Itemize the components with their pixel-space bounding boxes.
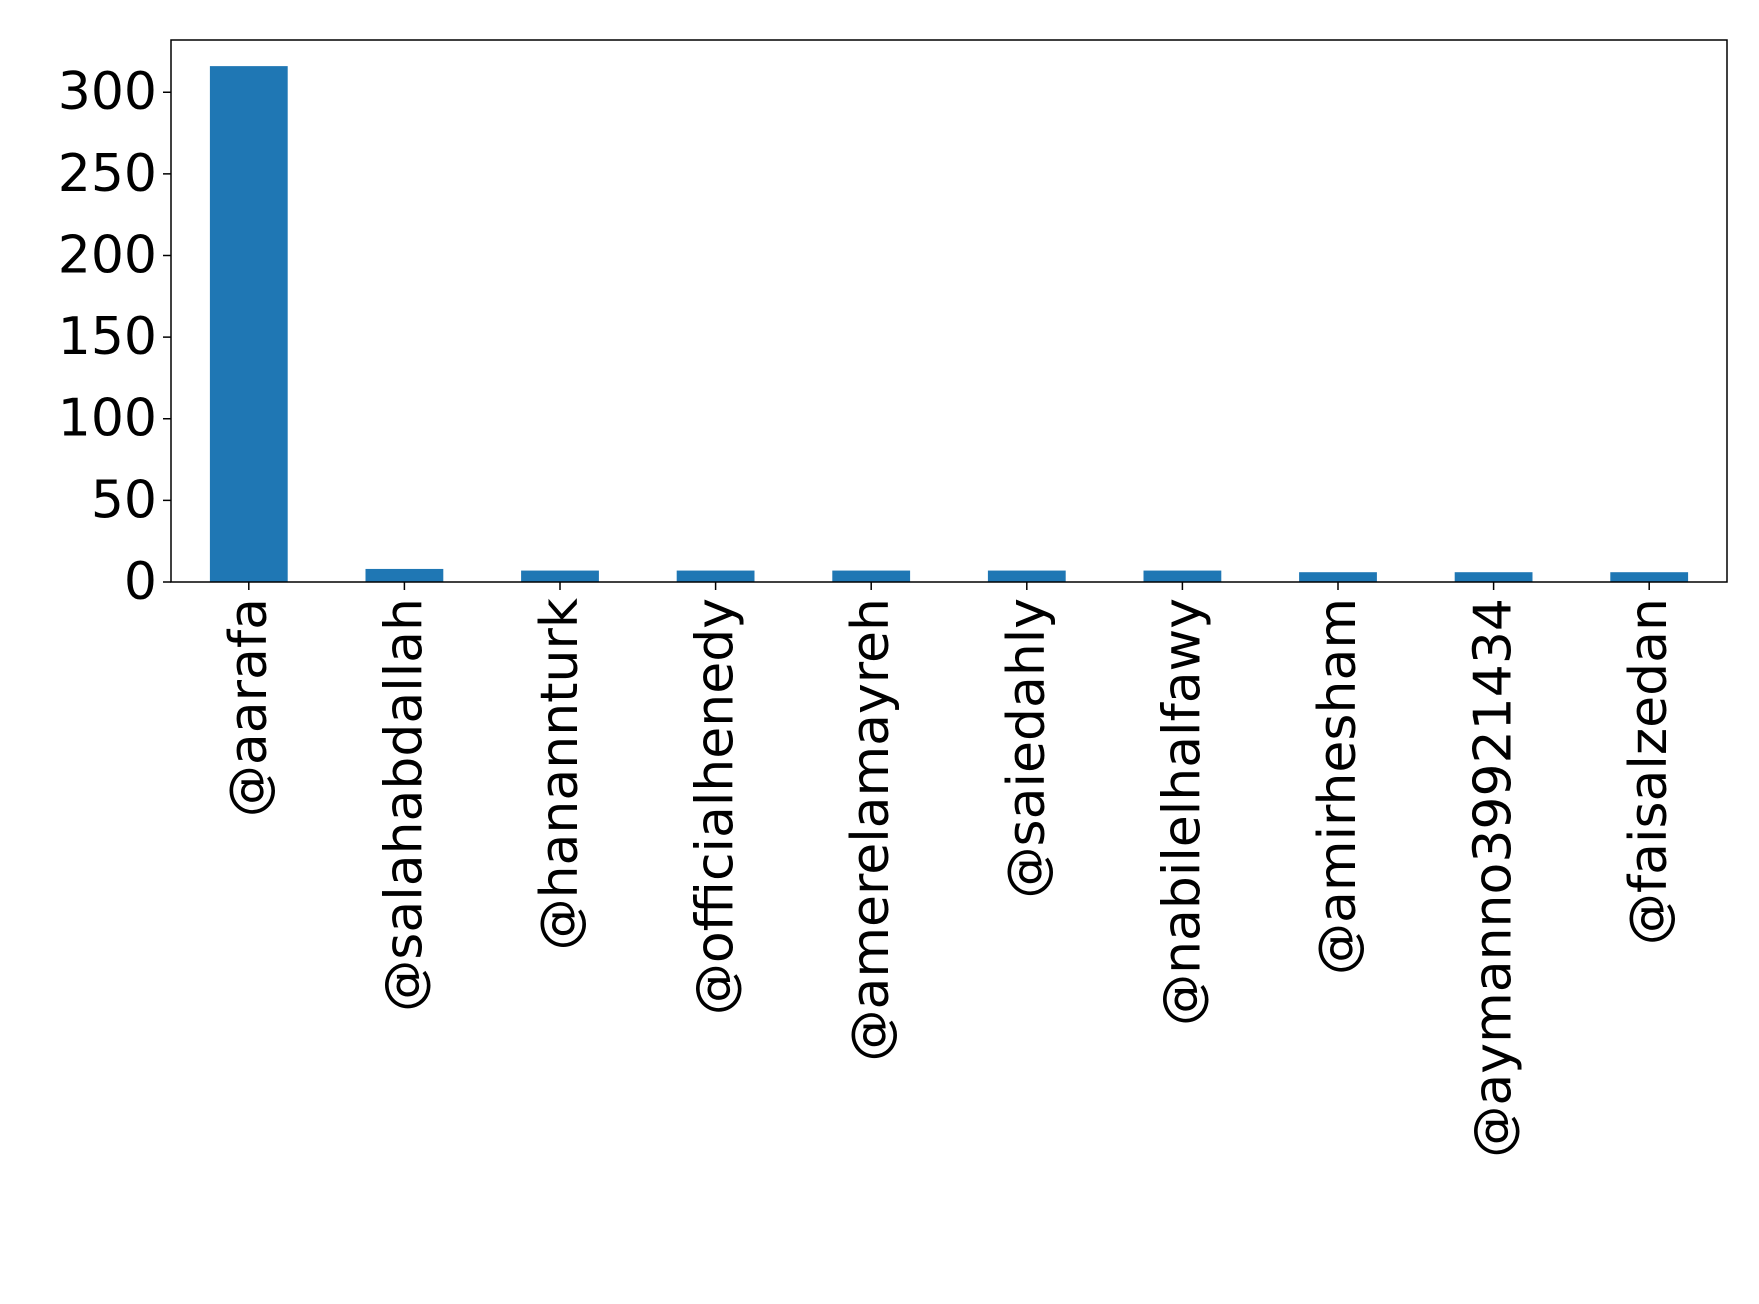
bar-aymanno39921434: [1454, 572, 1533, 582]
x-tick-label: @amirhesham: [1308, 598, 1368, 975]
x-tick-label: @aymanno39921434: [1464, 598, 1524, 1158]
bar-saiedahly: [987, 570, 1066, 582]
y-tick-label: 50: [91, 470, 157, 530]
x-tick-label: @officialhenedy: [686, 598, 746, 1015]
x-tick-label: @faisalzedan: [1619, 598, 1679, 945]
x-tick-label: @saiedahly: [997, 598, 1057, 898]
y-tick-label: 0: [124, 552, 157, 612]
y-tick-label: 250: [58, 144, 157, 204]
bar-amirhesham: [1299, 572, 1377, 582]
x-tick-label: @amerelamayreh: [841, 598, 901, 1062]
y-tick-label: 100: [58, 389, 157, 449]
y-tick-label: 200: [58, 225, 157, 285]
y-axis: 0 50 100 150 200 250 300: [58, 62, 171, 612]
bar-hanannturk: [521, 570, 599, 582]
x-tick-label: @aarafa: [219, 598, 279, 817]
bar-aarafa: [209, 66, 288, 582]
y-tick-label: 150: [58, 307, 157, 367]
bar-salahabdallah: [365, 568, 444, 582]
bar-officialhenedy: [676, 570, 755, 582]
bar-nabilelhalfawy: [1143, 570, 1222, 582]
x-tick-label: @salahabdallah: [374, 598, 434, 1012]
bars-layer: [209, 66, 1689, 582]
bar-faisalzedan: [1610, 572, 1689, 582]
y-tick-label: 300: [58, 62, 157, 122]
bar-amerelamayreh: [832, 570, 911, 582]
x-axis: @aarafa @salahabdallah @hanannturk @officia…: [219, 582, 1679, 1158]
plot-area-frame: [170, 39, 1728, 583]
x-tick-label: @nabilelhalfawy: [1152, 598, 1212, 1026]
x-tick-label: @hanannturk: [530, 598, 590, 950]
